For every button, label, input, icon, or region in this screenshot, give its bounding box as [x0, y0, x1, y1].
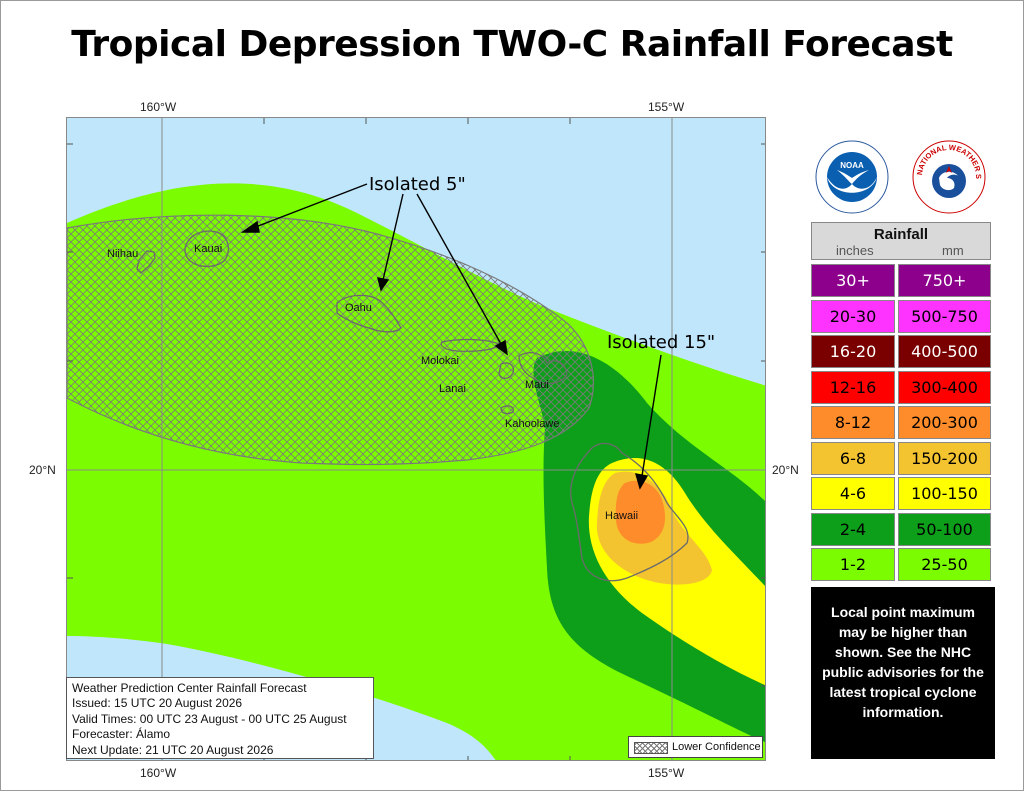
legend-mm-cell: 50-100	[898, 513, 991, 546]
advisory-note: Local point maximum may be higher than s…	[811, 587, 995, 759]
nws-logo: NATIONAL WEATHER SERVICE	[909, 133, 986, 219]
legend-inches-cell: 4-6	[811, 477, 895, 510]
hawaii-outline	[570, 442, 689, 582]
island-label-niihau: Niihau	[107, 248, 138, 260]
lat-label-left: 20°N	[29, 463, 56, 477]
lon-label-top-left: 160°W	[140, 100, 177, 114]
lower-confidence-region	[67, 214, 594, 466]
legend-mm-cell: 100-150	[898, 477, 991, 510]
island-label-maui: Maui	[525, 379, 549, 391]
legend-mm-cell: 750+	[898, 264, 991, 297]
info-line-2: Issued: 15 UTC 20 August 2026	[72, 696, 243, 711]
legend-inches-cell: 1-2	[811, 548, 895, 581]
info-line-3: Valid Times: 00 UTC 23 August - 00 UTC 2…	[72, 711, 347, 726]
islands	[136, 230, 689, 582]
legend-heading: Rainfall	[873, 226, 929, 243]
page-title: Tropical Depression TWO-C Rainfall Forec…	[71, 24, 953, 65]
legend-mm-cell: 150-200	[898, 442, 991, 475]
island-label-kauai: Kauai	[194, 243, 222, 255]
legend-header: Rainfall inches mm	[811, 222, 991, 260]
svg-text:NOAA: NOAA	[840, 161, 864, 170]
forecast-info-box: Weather Prediction Center Rainfall Forec…	[66, 677, 374, 759]
lanai-outline	[498, 362, 515, 380]
lat-label-right: 20°N	[772, 463, 799, 477]
hatch-swatch	[634, 742, 668, 754]
map-canvas: Niihau Kauai Oahu Molokai Lanai Maui Kah…	[67, 118, 765, 760]
legend-unit-mm: mm	[942, 243, 964, 258]
legend-inches-cell: 30+	[811, 264, 895, 297]
rainfall-map: Niihau Kauai Oahu Molokai Lanai Maui Kah…	[66, 117, 766, 761]
annotation-arrows	[240, 183, 662, 490]
rain-zone-8-12	[615, 480, 666, 544]
legend-inches-cell: 8-12	[811, 406, 895, 439]
info-line-4: Forecaster: Álamo	[72, 727, 171, 742]
niihau-outline	[136, 250, 156, 274]
oahu-outline	[336, 294, 402, 333]
annotation-isolated-15: Isolated 15"	[607, 332, 715, 353]
island-label-hawaii: Hawaii	[605, 510, 638, 522]
island-label-molokai: Molokai	[421, 355, 459, 367]
noaa-logo: NOAA	[815, 140, 889, 219]
legend-unit-inches: inches	[836, 243, 874, 258]
legend-mm-cell: 400-500	[898, 335, 991, 368]
legend-inches-cell: 6-8	[811, 442, 895, 475]
island-label-lanai: Lanai	[439, 383, 466, 395]
kahoolawe-outline	[500, 405, 514, 415]
kauai-outline	[184, 230, 230, 268]
lon-label-bottom-left: 160°W	[140, 766, 177, 780]
legend-inches-cell: 20-30	[811, 300, 895, 333]
annotation-isolated-5: Isolated 5"	[369, 174, 466, 195]
legend-inches-cell: 2-4	[811, 513, 895, 546]
maui-outline	[518, 352, 568, 385]
legend-mm-cell: 200-300	[898, 406, 991, 439]
legend-mm-cell: 300-400	[898, 371, 991, 404]
grid-lines	[67, 118, 765, 760]
legend-mm-cell: 500-750	[898, 300, 991, 333]
lon-label-top-right: 155°W	[648, 100, 685, 114]
lower-confidence-legend: Lower Confidence	[628, 736, 763, 758]
lower-confidence-label: Lower Confidence	[672, 741, 761, 753]
info-line-5: Next Update: 21 UTC 20 August 2026	[72, 742, 274, 757]
island-label-oahu: Oahu	[345, 302, 372, 314]
legend-mm-cell: 25-50	[898, 548, 991, 581]
lon-label-bottom-right: 155°W	[648, 766, 685, 780]
island-label-kahoolawe: Kahoolawe	[505, 418, 559, 430]
molokai-outline	[440, 338, 500, 352]
legend-inches-cell: 16-20	[811, 335, 895, 368]
legend-inches-cell: 12-16	[811, 371, 895, 404]
info-line-1: Weather Prediction Center Rainfall Forec…	[72, 681, 307, 695]
